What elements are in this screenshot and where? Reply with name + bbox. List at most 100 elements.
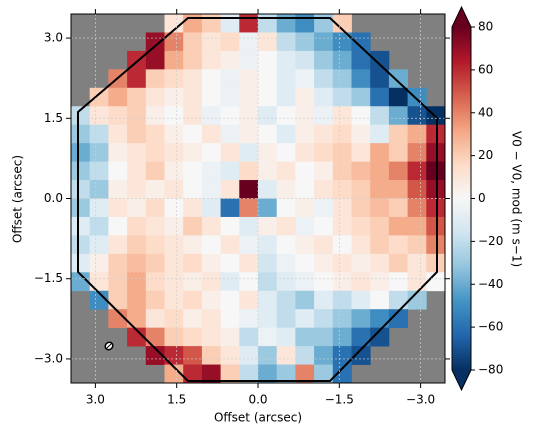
heat-cell [332, 346, 352, 365]
heat-cell [407, 143, 427, 162]
heat-cell [314, 216, 334, 236]
heat-cell [145, 346, 165, 365]
heat-cell [108, 87, 128, 107]
heat-cell [239, 143, 259, 162]
heat-cell [388, 143, 408, 162]
heat-cell [388, 216, 408, 236]
heat-cell [332, 32, 352, 52]
heat-cell [314, 253, 334, 273]
heat-cell [145, 124, 165, 144]
heat-cell [332, 161, 352, 181]
heat-cell [183, 364, 203, 384]
heat-cell [164, 253, 184, 273]
heat-cell [407, 106, 427, 126]
heat-cell [370, 309, 390, 329]
heat-cell [239, 327, 259, 347]
heat-cell [276, 50, 296, 70]
heat-cell [201, 216, 221, 236]
x-tick-label: −3.0 [406, 393, 435, 407]
heat-cell [127, 161, 147, 181]
heat-cell [370, 50, 390, 70]
footprint-outline [77, 17, 438, 382]
heat-cell [183, 346, 203, 365]
x-tick-label: 3.0 [86, 393, 105, 407]
heat-cell [89, 161, 109, 181]
heat-cell [407, 180, 427, 199]
heat-cell [295, 124, 315, 144]
heat-cell [258, 364, 278, 384]
heat-cell [239, 253, 259, 273]
heat-cell [351, 161, 371, 181]
heat-cell [220, 32, 240, 52]
heat-cell [239, 216, 259, 236]
heat-cell [220, 87, 240, 107]
heat-cell [314, 290, 334, 310]
heat-cell [370, 290, 390, 310]
heat-cell [127, 106, 147, 126]
heat-cell [332, 364, 352, 384]
heat-cell [183, 32, 203, 52]
heat-cell [258, 253, 278, 273]
heat-cell [127, 87, 147, 107]
heat-cell [239, 106, 259, 126]
heat-cell [145, 69, 165, 89]
heat-cell [220, 106, 240, 126]
heat-cell [71, 198, 91, 218]
heat-cell [127, 198, 147, 218]
heat-cell [314, 161, 334, 181]
heat-cell [258, 327, 278, 347]
colorbar [452, 27, 471, 370]
heat-cell [201, 253, 221, 273]
heat-cell [164, 216, 184, 236]
heat-cell [407, 272, 427, 292]
heat-cell [164, 50, 184, 70]
heat-cell [127, 216, 147, 236]
heat-cell [201, 143, 221, 162]
heat-cell [370, 124, 390, 144]
heat-cell [89, 124, 109, 144]
heat-cell [108, 161, 128, 181]
y-tick-label: −3.0 [34, 351, 63, 365]
heat-cell [239, 290, 259, 310]
heat-cell [164, 32, 184, 52]
heat-cell [89, 216, 109, 236]
heat-cell [351, 106, 371, 126]
heat-cell [108, 198, 128, 218]
heat-cell [295, 235, 315, 255]
heat-cell [351, 50, 371, 70]
heat-cell [164, 198, 184, 218]
heat-cell [127, 327, 147, 347]
heat-cell [201, 272, 221, 292]
heat-cell [276, 216, 296, 236]
heat-cell [258, 290, 278, 310]
heat-cell [295, 364, 315, 384]
heat-cell [276, 290, 296, 310]
heat-cell [426, 124, 446, 144]
heat-cell [108, 216, 128, 236]
heat-cell [108, 290, 128, 310]
heat-cell [258, 309, 278, 329]
heat-cell [351, 272, 371, 292]
heat-cell [370, 161, 390, 181]
heat-cell [388, 198, 408, 218]
heat-cell [145, 50, 165, 70]
heat-cell [220, 253, 240, 273]
heat-cell [332, 14, 352, 33]
heat-cell [351, 235, 371, 255]
colorbar-extend-top [452, 7, 471, 27]
x-tick-label: 0.0 [248, 393, 267, 407]
heat-cell [370, 69, 390, 89]
heat-cell [370, 272, 390, 292]
heat-cell [351, 87, 371, 107]
heat-cell [201, 161, 221, 181]
heat-cell [370, 327, 390, 347]
heat-cell [370, 235, 390, 255]
heat-cell [145, 327, 165, 347]
heat-cell [258, 69, 278, 89]
heat-cell [164, 327, 184, 347]
heat-cell [164, 161, 184, 181]
colorbar-tick-label: 40 [478, 105, 493, 119]
heat-cell [276, 180, 296, 199]
heat-cell [295, 346, 315, 365]
heat-cell [127, 309, 147, 329]
